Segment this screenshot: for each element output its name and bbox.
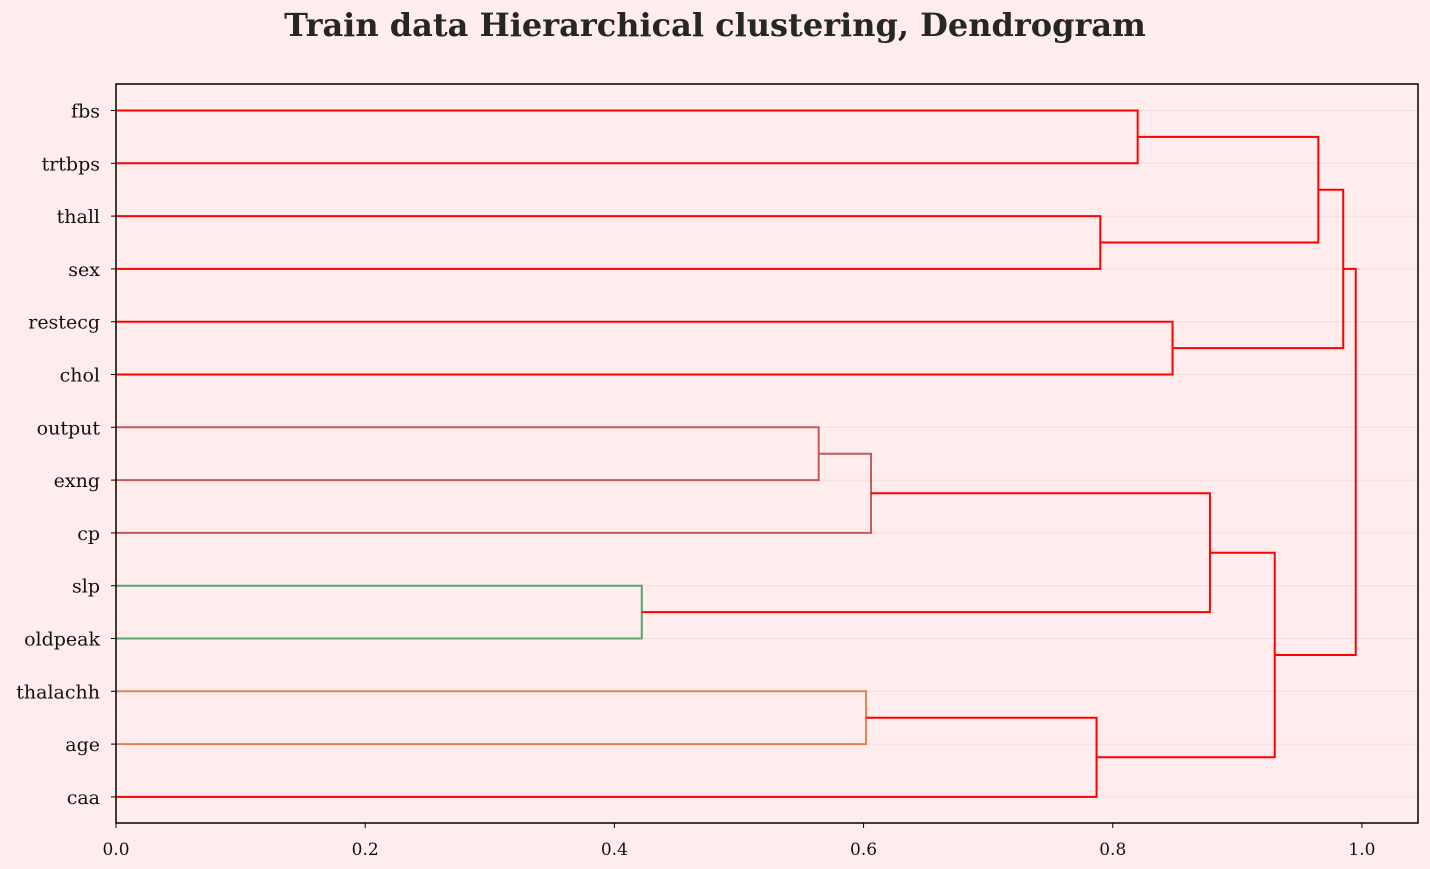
y-tick-label: restecg [28, 312, 100, 334]
x-tick-label: 0.4 [601, 840, 628, 860]
dendrogram-link [116, 690, 868, 746]
x-tick-label: 0.8 [1099, 840, 1126, 860]
y-tick-label: age [65, 734, 100, 756]
y-tick-label: exng [54, 470, 100, 492]
dendrogram-link [116, 716, 1098, 798]
dendrogram-link [1172, 188, 1345, 350]
dendrogram-link [116, 426, 820, 482]
dendrogram-links [116, 109, 1357, 798]
dendrogram-link [1274, 267, 1357, 656]
y-tick-label: cp [77, 523, 100, 545]
dendrogram-link [1096, 551, 1276, 759]
y-tick-label: slp [72, 576, 100, 598]
y-tick-label: oldpeak [24, 629, 100, 651]
dendrogram-link [116, 584, 643, 640]
y-axis-ticks: fbs trtbps thall sex restecg chol output exng cp… [16, 101, 116, 809]
grid-layer [116, 110, 1418, 798]
y-tick-label: fbs [71, 101, 100, 123]
plot-frame [115, 83, 1419, 824]
y-tick-label: chol [60, 365, 100, 387]
x-tick-label: 0.0 [102, 840, 129, 860]
dendrogram-link [641, 492, 1211, 614]
y-tick-label: trtbps [42, 153, 100, 175]
dendrogram-link [1100, 135, 1320, 244]
y-tick-label: thall [57, 206, 100, 228]
dendrogram-link [116, 320, 1174, 376]
x-axis-ticks: 0.0 0.2 0.4 0.6 0.8 1.0 [102, 823, 1375, 860]
y-tick-label: caa [67, 787, 100, 809]
dendrogram-link [116, 452, 873, 534]
x-tick-label: 0.6 [850, 840, 877, 860]
dendrogram-link [116, 215, 1102, 270]
y-tick-label: thalachh [16, 681, 100, 703]
dendrogram-link [116, 109, 1139, 165]
y-tick-label: sex [68, 259, 100, 281]
y-tick-label: output [37, 417, 101, 439]
x-tick-label: 0.2 [352, 840, 379, 860]
x-tick-label: 1.0 [1348, 840, 1375, 860]
chart-title: Train data Hierarchical clustering, Dend… [284, 6, 1146, 44]
